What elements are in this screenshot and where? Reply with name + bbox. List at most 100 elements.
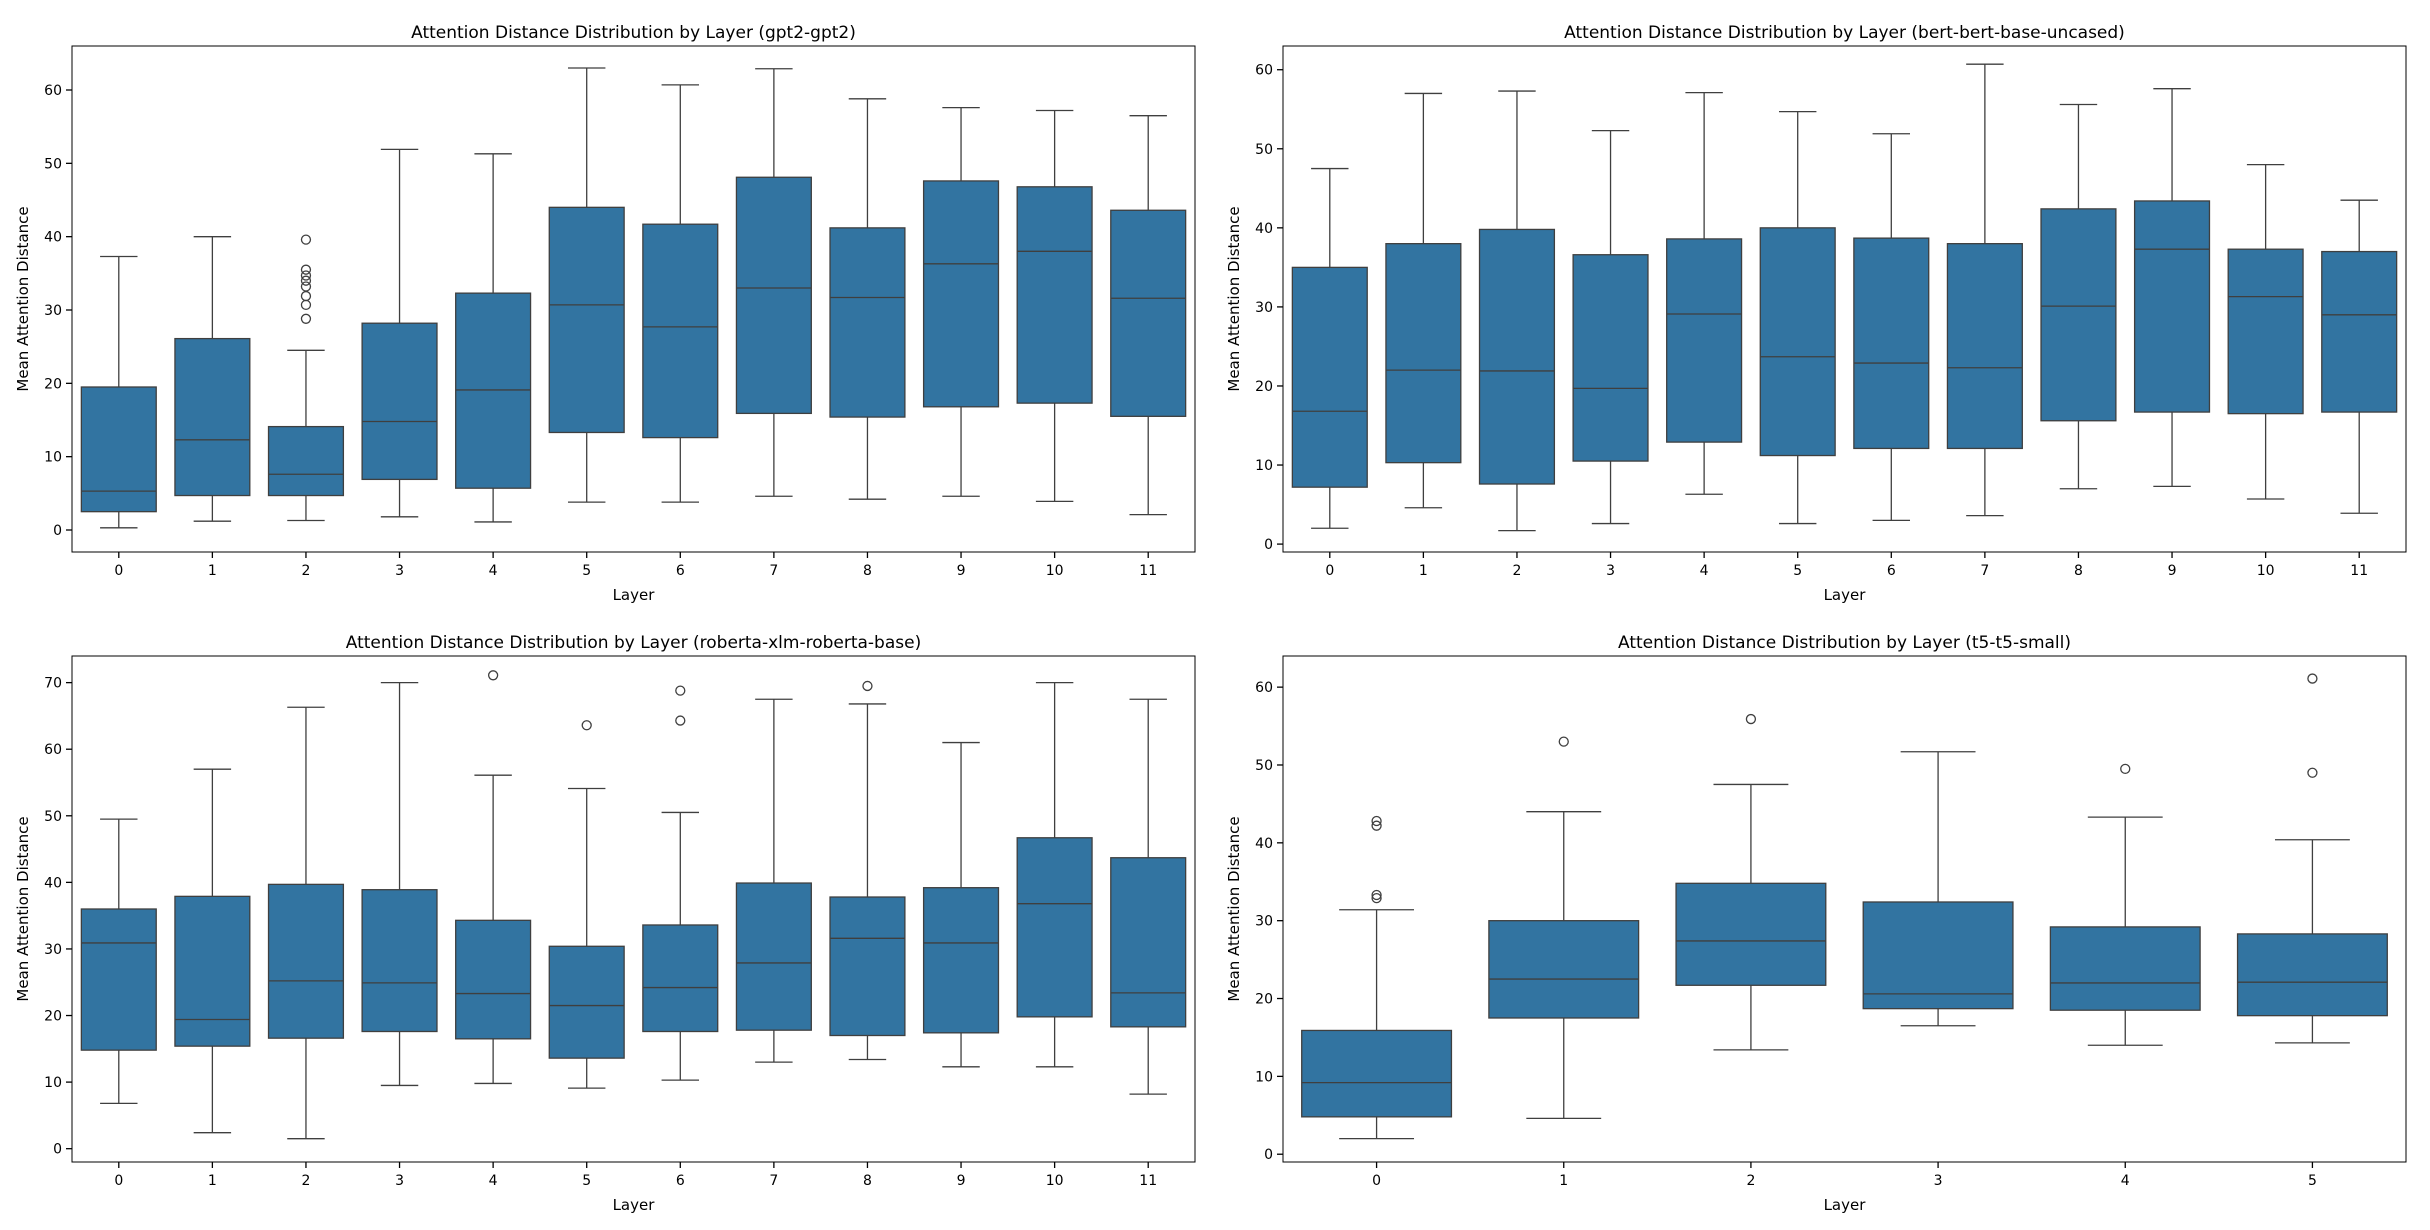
iqr-box <box>1478 228 1556 485</box>
box-layer-6 <box>642 84 719 503</box>
outlier-point <box>300 264 312 275</box>
outlier-point <box>1371 820 1382 831</box>
x-tick-label: 7 <box>769 563 778 579</box>
chart-title: Attention Distance Distribution by Layer… <box>1618 633 2071 653</box>
box-layer-7 <box>1946 63 2023 517</box>
outlier-point <box>581 720 592 731</box>
iqr-box <box>1110 857 1187 1028</box>
y-tick-label: 20 <box>1255 992 1273 1008</box>
y-tick-label: 30 <box>1255 914 1273 930</box>
box-layer-4 <box>455 153 532 523</box>
x-tick-label: 9 <box>957 563 966 579</box>
y-tick-label: 40 <box>44 230 62 246</box>
box-layer-3 <box>361 681 438 1087</box>
iqr-box <box>829 227 906 418</box>
x-tick-label: 0 <box>1372 1173 1381 1189</box>
x-tick-label: 3 <box>395 563 404 579</box>
outlier-point <box>2120 763 2131 775</box>
box-layer-9 <box>922 106 1000 497</box>
y-tick-label: 30 <box>44 303 62 319</box>
y-tick-label: 40 <box>1255 221 1273 237</box>
iqr-box <box>455 292 532 489</box>
outlier-point <box>2307 767 2318 778</box>
iqr-box <box>174 337 251 497</box>
x-axis-label: Layer <box>1824 586 1867 604</box>
x-tick-label: 4 <box>2121 1173 2130 1189</box>
iqr-box <box>1853 237 1930 450</box>
y-tick-label: 0 <box>53 523 62 539</box>
plot-frame <box>1282 45 2407 553</box>
y-tick-label: 60 <box>1255 680 1273 696</box>
y-tick-label: 10 <box>1255 458 1273 474</box>
outlier-point <box>1558 736 1569 747</box>
x-tick-label: 0 <box>114 563 123 579</box>
chart-title: Attention Distance Distribution by Layer… <box>346 633 921 653</box>
iqr-box <box>455 919 532 1040</box>
x-tick-label: 11 <box>1139 1173 1157 1189</box>
box-layer-0 <box>80 818 157 1105</box>
iqr-box <box>922 180 1000 408</box>
iqr-box <box>1675 882 1827 986</box>
x-tick-label: 3 <box>395 1173 404 1189</box>
y-tick-label: 20 <box>44 376 62 392</box>
x-tick-label: 1 <box>1419 563 1428 579</box>
x-tick-label: 1 <box>208 563 217 579</box>
x-tick-label: 6 <box>1887 563 1896 579</box>
chart-panel-bert: Attention Distance Distribution by Layer… <box>1225 23 2407 604</box>
iqr-box <box>2133 200 2211 413</box>
iqr-box <box>735 882 812 1031</box>
outlier-point <box>1745 713 1757 725</box>
box-layer-7 <box>735 698 812 1063</box>
iqr-box <box>829 896 906 1037</box>
box-layer-10 <box>1016 109 1093 503</box>
x-tick-label: 6 <box>676 563 685 579</box>
outlier-point <box>300 281 312 292</box>
box-layer-4 <box>1666 91 1743 495</box>
x-tick-label: 4 <box>489 563 498 579</box>
box-layer-4 <box>2049 763 2201 1046</box>
iqr-box <box>2227 248 2304 415</box>
y-tick-label: 50 <box>44 156 62 172</box>
y-axis-label: Mean Attention Distance <box>14 206 32 391</box>
iqr-box <box>548 206 625 434</box>
iqr-box <box>267 425 345 497</box>
box-layer-11 <box>2321 199 2398 514</box>
outlier-point <box>2307 673 2318 684</box>
outlier-point <box>1371 815 1382 827</box>
y-tick-label: 10 <box>44 1075 62 1091</box>
box-layer-8 <box>829 680 906 1061</box>
outlier-point <box>675 715 686 726</box>
plot-frame <box>71 45 1196 553</box>
outlier-point <box>487 670 499 681</box>
box-layer-3 <box>1862 751 2014 1027</box>
y-tick-label: 60 <box>44 83 62 99</box>
outlier-point <box>862 680 873 692</box>
outlier-point <box>300 290 312 302</box>
x-tick-label: 10 <box>2257 563 2275 579</box>
iqr-box <box>1385 243 1462 464</box>
outlier-point <box>675 685 686 696</box>
x-tick-label: 0 <box>114 1173 123 1189</box>
outlier-point <box>1371 889 1382 901</box>
outlier-point <box>1371 892 1382 904</box>
iqr-box <box>2040 208 2117 422</box>
y-tick-label: 20 <box>1255 379 1273 395</box>
box-layer-0 <box>80 255 157 529</box>
outlier-point <box>300 270 312 281</box>
box-layer-3 <box>361 148 438 518</box>
iqr-box <box>1301 1029 1453 1118</box>
box-layer-8 <box>2040 103 2117 490</box>
x-tick-label: 3 <box>1934 1173 1943 1189</box>
x-axis-label: Layer <box>613 586 656 604</box>
y-tick-label: 50 <box>1255 142 1273 158</box>
y-tick-label: 60 <box>1255 63 1273 79</box>
x-axis-label: Layer <box>613 1196 656 1214</box>
x-tick-label: 2 <box>301 1173 310 1189</box>
outlier-point <box>300 234 312 245</box>
x-tick-label: 8 <box>863 563 872 579</box>
x-tick-label: 4 <box>1700 563 1709 579</box>
box-layer-2 <box>267 706 345 1140</box>
chart-panel-gpt2: Attention Distance Distribution by Layer… <box>14 23 1196 604</box>
box-layer-11 <box>1110 698 1187 1095</box>
box-layer-4 <box>455 670 532 1085</box>
